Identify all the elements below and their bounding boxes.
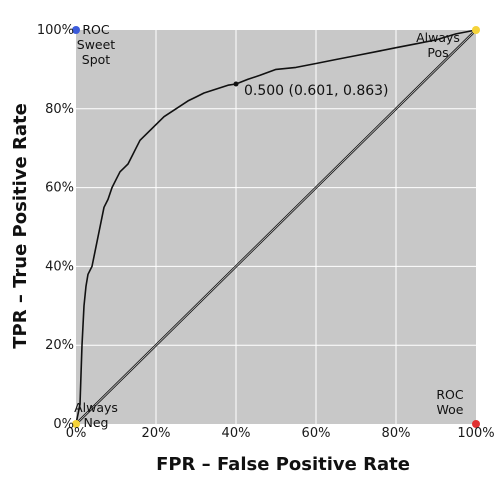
- x-axis-title: FPR – False Positive Rate: [156, 454, 410, 475]
- y-tick-label: 100%: [37, 23, 74, 38]
- y-tick-label: 20%: [45, 338, 74, 353]
- x-tick-label: 80%: [382, 426, 411, 441]
- roc-curve: [75, 29, 477, 425]
- series-layer: [75, 29, 477, 425]
- special-point-label-line: Sweet: [77, 37, 116, 52]
- x-tick-label: 60%: [302, 426, 331, 441]
- y-tick-label: 80%: [45, 102, 74, 117]
- special-point-label: ROC Woe: [436, 387, 464, 417]
- special-point-label-line: ROC: [436, 387, 464, 402]
- special-point-label-line: Pos: [427, 45, 448, 60]
- special-point-label: Always Neg: [74, 400, 118, 430]
- special-point: [72, 420, 80, 428]
- y-axis-title: TPR – True Positive Rate: [10, 103, 31, 349]
- grid: [76, 30, 476, 424]
- threshold-label: 0.500 (0.601, 0.863): [244, 83, 389, 99]
- diagonal-line-inner: [75, 29, 477, 425]
- special-point-label-line: Spot: [82, 52, 111, 67]
- special-point-label-line: Always: [416, 30, 460, 45]
- x-tick-label: 0%: [66, 426, 87, 441]
- special-point: [472, 26, 480, 34]
- special-point-label: Always Pos: [416, 30, 460, 60]
- x-tick-label: 100%: [457, 426, 494, 441]
- special-point: [72, 26, 80, 34]
- special-point-label-line: ROC: [82, 22, 110, 37]
- tick-labels: 0% 20% 40% 60% 80% 100% 0% 20% 40% 60% 80% 100%: [37, 23, 495, 441]
- threshold-marker: [233, 81, 239, 87]
- y-tick-label: 40%: [45, 259, 74, 274]
- points-layer: [72, 26, 480, 428]
- special-point-label-line: Woe: [437, 402, 464, 417]
- x-tick-label: 40%: [222, 426, 251, 441]
- special-point-label-line: Always: [74, 400, 118, 415]
- y-tick-label: 60%: [45, 181, 74, 196]
- x-tick-label: 20%: [142, 426, 171, 441]
- y-tick-label: 0%: [53, 417, 74, 432]
- special-point-label: ROC Sweet Spot: [77, 22, 116, 67]
- special-point: [472, 420, 480, 428]
- special-point-label-line: Neg: [84, 415, 109, 430]
